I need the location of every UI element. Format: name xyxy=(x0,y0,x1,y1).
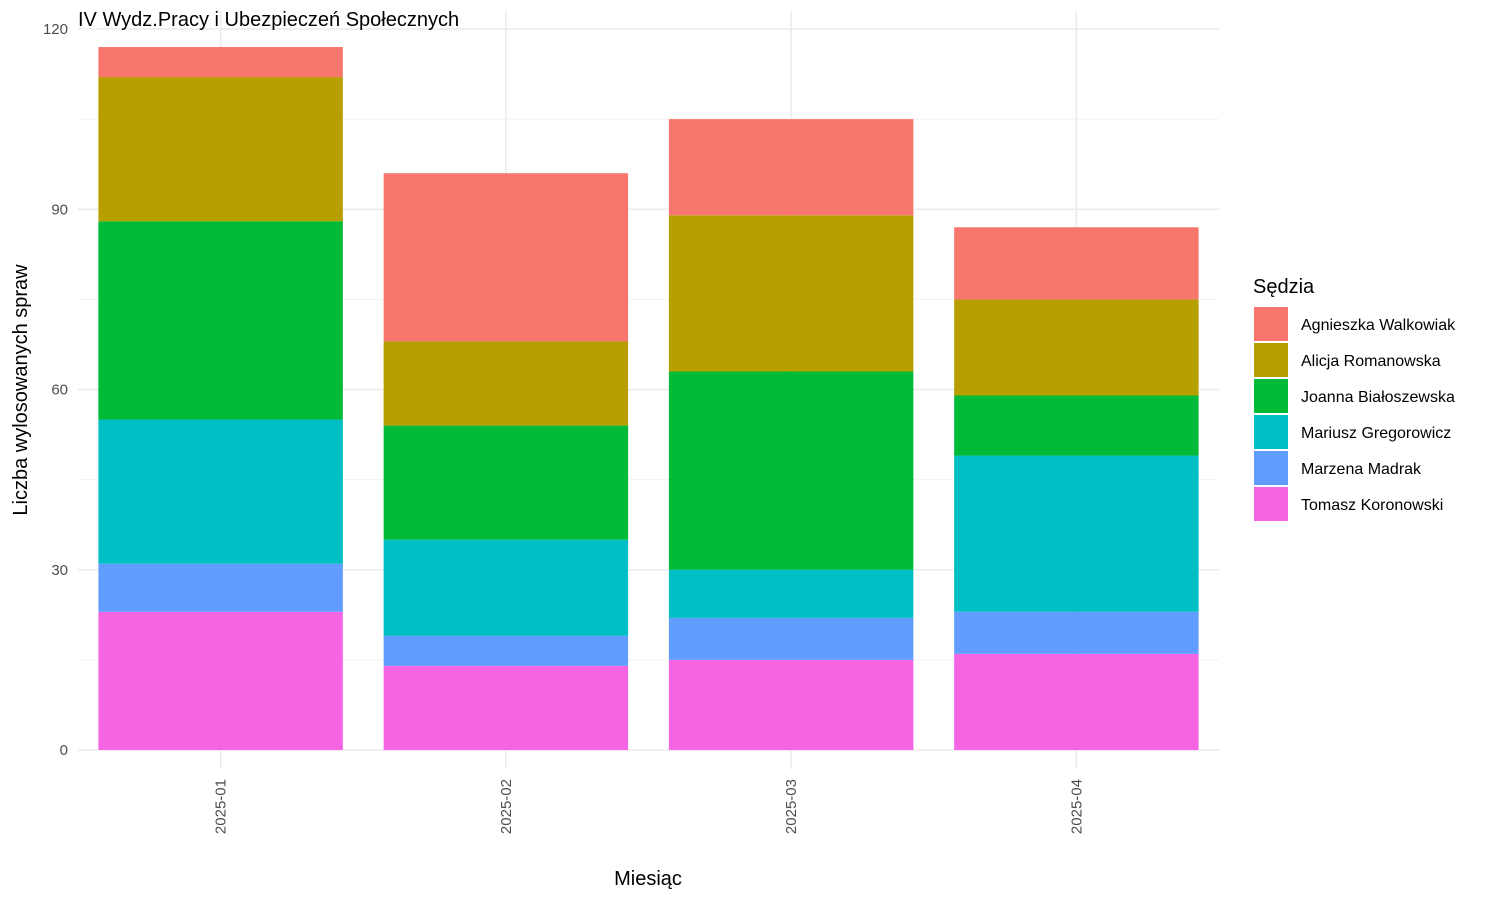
legend-key xyxy=(1254,379,1288,413)
bar-segment xyxy=(383,539,629,636)
y-tick-label: 90 xyxy=(51,201,68,218)
legend-label: Tomasz Koronowski xyxy=(1301,497,1443,514)
bar-segment xyxy=(954,653,1199,750)
y-tick-label: 30 xyxy=(51,562,68,579)
y-axis-title: Liczba wylosowanych spraw xyxy=(10,264,32,516)
x-axis-ticks: 2025-01 2025-02 2025-03 2025-04 xyxy=(213,779,1086,834)
bar-segment xyxy=(383,341,629,426)
x-tick-label: 2025-03 xyxy=(783,779,800,834)
bar-segment xyxy=(98,563,343,612)
chart-title: IV Wydz.Pracy i Ubezpieczeń Społecznych xyxy=(78,9,459,31)
bar-segment xyxy=(668,215,914,372)
y-tick-label: 60 xyxy=(51,382,68,399)
bar-segment xyxy=(98,221,343,420)
bar-segment xyxy=(383,665,629,750)
y-tick-label: 0 xyxy=(60,742,68,759)
legend-label: Marzena Madrak xyxy=(1301,461,1422,478)
x-tick-label: 2025-04 xyxy=(1068,779,1085,834)
legend-label: Mariusz Gregorowicz xyxy=(1301,425,1451,442)
legend-label: Agnieszka Walkowiak xyxy=(1301,317,1456,334)
bar-segment xyxy=(668,617,914,660)
legend-label: Joanna Białoszewska xyxy=(1301,389,1455,406)
bar-segment xyxy=(954,611,1199,654)
legend-key xyxy=(1254,343,1288,377)
x-tick-label: 2025-02 xyxy=(498,779,515,834)
legend: Sędzia Agnieszka Walkowiak Alicja Romanow… xyxy=(1253,276,1456,521)
bar-segment xyxy=(668,119,914,216)
x-axis-title: Miesiąc xyxy=(614,868,682,890)
bar-segment xyxy=(98,47,343,78)
legend-title: Sędzia xyxy=(1253,276,1315,298)
y-axis-ticks: 0 30 60 90 120 xyxy=(43,21,68,759)
legend-items: Agnieszka Walkowiak Alicja Romanowska Joan… xyxy=(1254,307,1456,521)
legend-key xyxy=(1254,487,1288,521)
bar-segment xyxy=(668,569,914,618)
y-tick-label: 120 xyxy=(43,21,68,38)
bar-segment xyxy=(98,611,343,750)
bar-segment xyxy=(383,425,629,540)
bar-segment xyxy=(98,77,343,222)
bar-segment xyxy=(383,635,629,666)
bar-segment xyxy=(383,173,629,342)
bar-segment xyxy=(668,371,914,570)
bar-segment xyxy=(954,395,1199,456)
legend-key xyxy=(1254,307,1288,341)
bar-segment xyxy=(98,419,343,564)
legend-label: Alicja Romanowska xyxy=(1301,353,1441,370)
x-tick-label: 2025-01 xyxy=(213,779,230,834)
bar-segment xyxy=(668,659,914,750)
bar-segment xyxy=(954,299,1199,396)
legend-key xyxy=(1254,415,1288,449)
legend-key xyxy=(1254,451,1288,485)
bars xyxy=(98,47,1199,750)
bar-segment xyxy=(954,455,1199,612)
bar-segment xyxy=(954,227,1199,300)
